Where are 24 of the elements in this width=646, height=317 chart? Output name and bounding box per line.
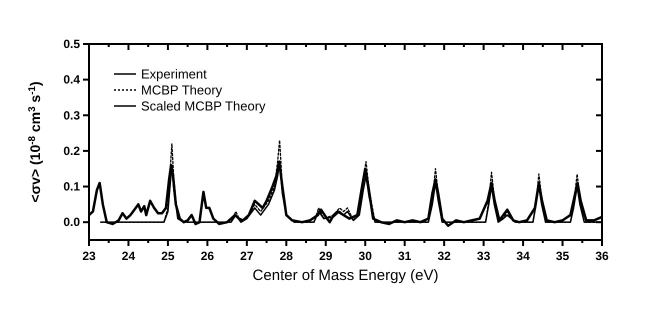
y-tick-label: 0.3: [63, 108, 80, 122]
y-tick-label: 0.1: [63, 180, 80, 194]
y-tick-label: 0.4: [63, 72, 80, 87]
x-tick-label: 34: [516, 249, 530, 263]
x-tick-label: 32: [437, 249, 452, 263]
x-tick-label: 31: [398, 249, 412, 263]
x-tick-label: 33: [476, 249, 491, 263]
x-tick-label: 27: [240, 249, 254, 263]
x-axis-title: Center of Mass Energy (eV): [252, 267, 438, 284]
y-tick-label: 0.0: [63, 215, 80, 230]
x-tick-label: 24: [122, 249, 136, 263]
legend-label: Scaled MCBP Theory: [141, 98, 266, 114]
legend-label: MCBP Theory: [141, 82, 223, 98]
x-tick-label: 26: [200, 249, 214, 263]
x-tick-label: 30: [358, 249, 372, 263]
y-tick-label: 0.2: [63, 144, 80, 158]
x-tick-label: 23: [82, 249, 96, 263]
legend-label: Experiment: [141, 66, 208, 82]
x-tick-label: 36: [595, 249, 609, 263]
x-tick-label: 25: [161, 249, 175, 263]
x-tick-label: 29: [319, 249, 333, 263]
x-tick-label: 35: [556, 249, 570, 263]
y-tick-label: 0.5: [63, 37, 80, 51]
x-tick-label: 28: [280, 249, 294, 263]
